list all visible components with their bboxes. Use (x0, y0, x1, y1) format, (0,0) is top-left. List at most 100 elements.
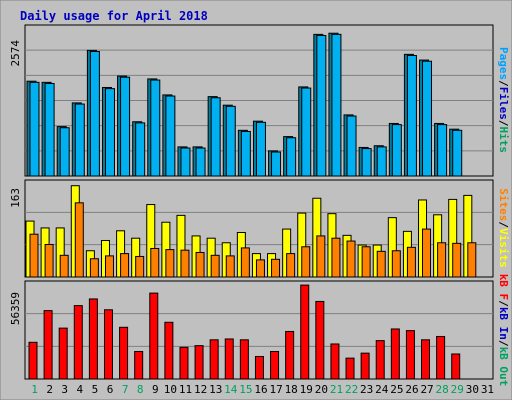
bar-kbf-day-29 (451, 353, 461, 380)
legend-item: Files (497, 87, 510, 120)
bar-files-day-22 (346, 115, 357, 177)
bar-sites-day-5 (89, 258, 99, 278)
x-tick-label-day-16: 16 (254, 383, 267, 396)
x-tick-label-day-20: 20 (315, 383, 328, 396)
x-tick-label-day-23: 23 (360, 383, 373, 396)
x-tick-label-day-31: 31 (481, 383, 494, 396)
bar-files-day-16 (255, 121, 266, 177)
bar-kbf-day-7 (119, 326, 129, 380)
x-tick-label-day-7: 7 (122, 383, 129, 396)
x-tick-label-day-30: 30 (466, 383, 479, 396)
bar-kbf-day-14 (224, 338, 234, 380)
bar-sites-day-20 (316, 235, 326, 278)
x-tick-label-day-10: 10 (164, 383, 177, 396)
bar-kbf-day-22 (345, 357, 355, 380)
bar-sites-day-6 (104, 255, 114, 278)
bar-sites-day-30 (467, 242, 477, 278)
legend-item: Pages (497, 47, 510, 80)
y-max-label-top: 2574 (9, 40, 22, 67)
legend-item: / (497, 340, 510, 347)
bar-files-day-4 (74, 103, 85, 177)
bar-kbf-day-10 (164, 321, 174, 380)
bar-files-day-27 (422, 60, 433, 177)
x-tick-label-day-8: 8 (137, 383, 144, 396)
bar-sites-day-9 (150, 247, 160, 278)
bar-sites-day-28 (437, 242, 447, 278)
bar-files-day-2 (44, 82, 55, 177)
x-tick-label-day-1: 1 (31, 383, 38, 396)
x-tick-label-day-21: 21 (330, 383, 343, 396)
bar-sites-day-24 (376, 250, 386, 278)
bar-files-day-10 (165, 95, 176, 177)
bar-sites-day-8 (135, 255, 145, 278)
bar-files-day-25 (391, 124, 402, 177)
bar-kbf-day-24 (375, 340, 385, 380)
bar-kbf-day-11 (179, 346, 189, 380)
bar-sites-day-12 (195, 251, 205, 278)
x-tick-label-day-27: 27 (420, 383, 433, 396)
bar-kbf-day-18 (285, 330, 295, 380)
bar-files-day-24 (376, 146, 387, 177)
y-max-label-bottom: 56359 (9, 292, 22, 325)
bar-sites-day-23 (361, 246, 371, 278)
bar-files-day-14 (225, 105, 236, 177)
bar-kbf-day-27 (421, 339, 431, 380)
bar-kbf-day-17 (270, 350, 280, 380)
bar-files-day-29 (452, 129, 463, 177)
bar-sites-day-22 (346, 240, 356, 278)
x-tick-label-day-22: 22 (345, 383, 358, 396)
x-tick-label-day-14: 14 (224, 383, 238, 396)
bar-files-day-17 (271, 151, 282, 177)
bar-sites-day-13 (210, 254, 220, 278)
legend-item: kB Out (497, 347, 510, 387)
bar-kbf-day-20 (315, 300, 325, 380)
bar-kbf-day-25 (390, 328, 400, 380)
bar-sites-day-1 (29, 233, 39, 278)
bar-sites-day-14 (225, 255, 235, 278)
legend-item: kB In (497, 307, 510, 340)
legend-item: / (497, 120, 510, 127)
legend-top: Pages/Files/Hits (497, 47, 510, 153)
x-tick-label-day-28: 28 (436, 383, 449, 396)
x-tick-label-day-15: 15 (239, 383, 252, 396)
bar-kbf-day-15 (239, 339, 249, 380)
bar-sites-day-16 (255, 259, 265, 278)
bar-files-day-8 (135, 122, 146, 177)
x-tick-label-day-4: 4 (77, 383, 84, 396)
bar-files-day-15 (240, 130, 251, 177)
bar-files-day-13 (210, 97, 221, 177)
x-tick-label-day-2: 2 (46, 383, 53, 396)
legend-bottom: kB F/kB In/kB Out (497, 274, 510, 387)
x-tick-label-day-29: 29 (451, 383, 464, 396)
legend-item: / (497, 80, 510, 87)
bar-files-day-11 (180, 147, 191, 177)
legend-item: Sites (497, 188, 510, 221)
x-tick-label-day-24: 24 (375, 383, 389, 396)
x-tick-label-day-9: 9 (152, 383, 159, 396)
bar-kbf-day-13 (209, 339, 219, 380)
y-max-label-middle: 163 (9, 188, 22, 208)
x-tick-label-day-5: 5 (92, 383, 99, 396)
bar-sites-day-11 (180, 249, 190, 278)
bar-files-day-7 (120, 76, 131, 177)
bar-kbf-day-28 (436, 335, 446, 380)
bar-files-day-26 (406, 54, 417, 177)
bar-kbf-day-9 (149, 292, 159, 380)
bar-sites-day-21 (331, 237, 341, 278)
x-tick-label-day-3: 3 (61, 383, 68, 396)
bar-files-day-23 (361, 148, 372, 177)
bar-sites-day-4 (74, 202, 84, 278)
bar-files-day-12 (195, 147, 206, 177)
bar-sites-day-10 (165, 249, 175, 278)
x-tick-label-day-19: 19 (300, 383, 313, 396)
x-tick-label-day-25: 25 (390, 383, 403, 396)
x-tick-label-day-12: 12 (194, 383, 207, 396)
legend-item: Visits (497, 228, 510, 268)
bar-kbf-day-19 (300, 284, 310, 380)
bar-kbf-day-6 (103, 309, 113, 380)
bar-sites-day-26 (406, 246, 416, 278)
x-tick-label-day-6: 6 (107, 383, 114, 396)
legend-item: Hits (497, 127, 510, 154)
